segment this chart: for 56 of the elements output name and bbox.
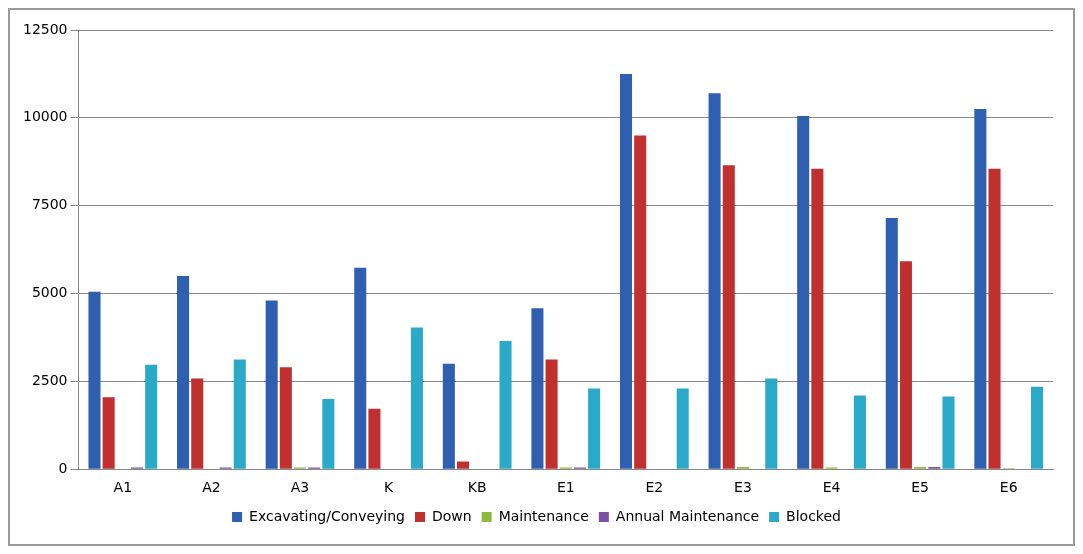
bar [722,165,735,469]
x-tick-label: A1 [113,479,133,496]
bar [102,397,115,469]
bar [885,217,898,469]
bar [619,73,633,469]
bar [942,396,955,469]
x-tick-label: KB [467,479,487,496]
legend-label: Down [431,507,472,524]
bar [191,378,204,469]
x-tick-label: E4 [822,479,841,496]
legend-label: Excavating/Conveying [249,507,405,524]
bar [531,308,544,469]
bar [765,378,778,469]
bar [588,388,601,469]
bar [145,364,158,469]
bar [811,168,824,469]
x-tick-label: E6 [999,479,1018,496]
bar [988,168,1001,469]
x-tick-label: A2 [202,479,221,496]
bar [634,135,647,469]
bar [177,275,190,469]
bar [899,261,912,469]
bar [499,340,512,469]
x-tick-label: K [384,479,394,496]
chart-frame: Excavating/Conveying Down Maintenance Annual Maintenance Blocked A1 A2 A3 K KB E1 E2 E3 E4 E5 E6 0 2500 5000 7500 10000 12500 [8,8,1075,546]
legend-label: Maintenance [498,507,589,524]
bar [676,388,689,469]
y-tick-label: 2500 [31,372,68,388]
bar [442,363,455,469]
bar [265,300,278,469]
legend-label: Annual Maintenance [615,507,760,524]
bar [279,367,292,469]
bar [322,398,335,469]
bar [456,461,470,469]
x-tick-label: E3 [734,479,752,496]
y-tick-label: 10000 [22,108,68,125]
y-tick-label: 0 [58,459,68,476]
bar [410,327,423,469]
bar [708,93,721,469]
y-tick-label: 5000 [31,284,68,301]
x-tick-label: E2 [645,479,664,496]
legend-label: Blocked [786,507,841,524]
bar [1031,386,1044,469]
bar [88,291,101,469]
bar [545,359,558,469]
x-tick-label: E1 [556,479,575,496]
bar [853,395,866,469]
x-tick-label: A3 [290,479,310,496]
bar [797,116,810,469]
bar [974,109,987,469]
y-tick-label: 12500 [22,20,68,37]
bar [368,408,381,469]
bar [233,359,246,469]
y-tick-label: 7500 [31,196,68,213]
bar [354,267,367,469]
x-tick-label: E5 [911,479,929,496]
